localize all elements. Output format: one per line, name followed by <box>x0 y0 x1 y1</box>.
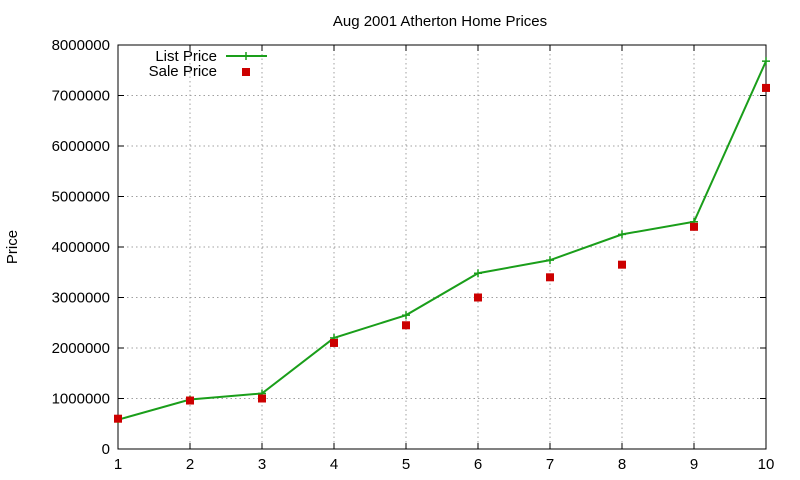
sale-price-point <box>618 260 626 269</box>
legend-swatch-sale-price <box>242 68 250 76</box>
list-price-point <box>546 256 554 265</box>
y-tick-label: 7000000 <box>52 88 110 105</box>
x-tick-label: 7 <box>546 456 554 473</box>
sale-price-point <box>330 338 338 347</box>
sale-price-point <box>546 273 554 282</box>
x-tick-label: 10 <box>758 456 775 473</box>
y-tick-label: 8000000 <box>52 37 110 54</box>
x-tick-label: 5 <box>402 456 410 473</box>
sale-price-point <box>474 293 482 302</box>
list-price-point <box>402 311 410 320</box>
list-price-point <box>474 269 482 278</box>
y-axis-label: Price <box>4 230 21 264</box>
x-tick-label: 6 <box>474 456 482 473</box>
y-tick-label: 2000000 <box>52 340 110 357</box>
y-tick-label: 5000000 <box>52 189 110 206</box>
axis-layer: 0 1000000 2000000 3000000 4000000 5000000 6000… <box>52 37 775 473</box>
sale-price-point <box>114 414 122 423</box>
series-layer <box>114 57 770 424</box>
legend-label-sale-price: Sale Price <box>149 63 217 80</box>
grid-layer <box>118 45 766 449</box>
sale-price-point <box>762 83 770 92</box>
plot-frame <box>117 44 767 450</box>
list-price-point <box>762 57 770 66</box>
sale-price-point <box>690 222 698 231</box>
x-tick-label: 3 <box>258 456 266 473</box>
list-price-point <box>618 230 626 239</box>
x-tick-label: 1 <box>114 456 122 473</box>
x-tick-label: 9 <box>690 456 698 473</box>
x-tick-label: 2 <box>186 456 194 473</box>
x-tick-label: 8 <box>618 456 626 473</box>
x-tick-label: 4 <box>330 456 338 473</box>
list-price-line <box>117 60 767 421</box>
y-tick-label: 0 <box>102 441 110 458</box>
sale-price-point <box>402 321 410 330</box>
y-tick-label: 1000000 <box>52 391 110 408</box>
chart-title: Aug 2001 Atherton Home Prices <box>333 13 547 30</box>
y-tick-label: 4000000 <box>52 239 110 256</box>
sale-price-point <box>258 394 266 403</box>
legend-label-list-price: List Price <box>155 48 217 65</box>
sale-price-point <box>186 396 194 405</box>
y-tick-label: 6000000 <box>52 138 110 155</box>
y-tick-label: 3000000 <box>52 290 110 307</box>
